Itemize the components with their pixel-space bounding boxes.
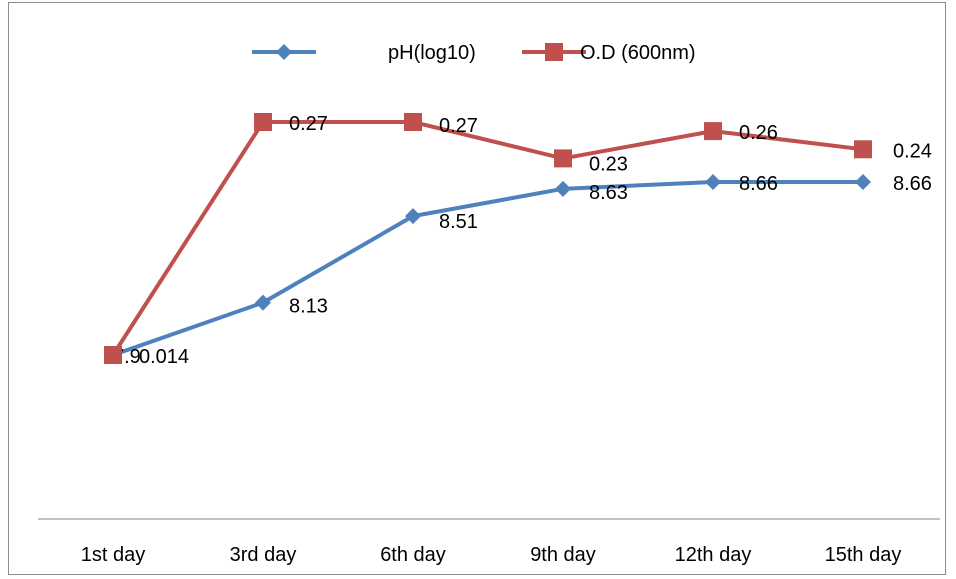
data-label: 8.66 (739, 173, 778, 195)
data-point-square (254, 113, 272, 131)
series-line (112, 180, 863, 357)
data-point-diamond (405, 208, 421, 225)
data-point-diamond (555, 180, 571, 197)
x-tick-label: 12th day (675, 544, 752, 566)
data-point-square (404, 113, 422, 131)
data-label: 0.27 (439, 115, 478, 137)
legend: pH(log10) O.D (600nm) (252, 42, 696, 64)
data-label: 8.51 (439, 211, 478, 233)
legend-label-ph: pH(log10) (388, 42, 476, 64)
data-label: 0.26 (739, 122, 778, 144)
x-tick-label: 3rd day (230, 544, 297, 566)
data-label: 0.27 (289, 113, 328, 135)
data-label: 0.24 (893, 140, 932, 162)
x-tick-label: 15th day (825, 544, 902, 566)
data-label: 8.13 (289, 296, 328, 318)
data-point-diamond (705, 174, 721, 190)
legend-label-od: O.D (600nm) (580, 42, 696, 64)
series-line (111, 120, 864, 357)
series-ph: 7.98.138.518.63 8.66 8.66 (105, 173, 932, 368)
data-point-diamond (255, 294, 271, 311)
data-label: 0.23 (589, 153, 628, 175)
data-label: 0.014 (139, 346, 189, 368)
x-axis-ticks: 1st day 3rd day 6th day 9th day 12th day 15th… (81, 544, 902, 566)
chart-area (8, 2, 946, 575)
data-label: 8.63 (589, 182, 628, 204)
data-point-square (554, 149, 572, 168)
data-point-diamond (855, 174, 871, 190)
data-point-square (854, 140, 872, 159)
data-point-square (104, 346, 122, 364)
x-tick-label: 1st day (81, 544, 145, 566)
series-od: 0.014 0.27 0.27 0.23 0.26 0.24 (104, 113, 932, 368)
legend-marker-ph (276, 44, 292, 60)
x-tick-label: 9th day (530, 544, 596, 566)
data-label: 8.66 (893, 173, 932, 195)
data-point-square (704, 122, 722, 141)
x-tick-label: 6th day (380, 544, 446, 566)
legend-marker-od (545, 43, 563, 61)
